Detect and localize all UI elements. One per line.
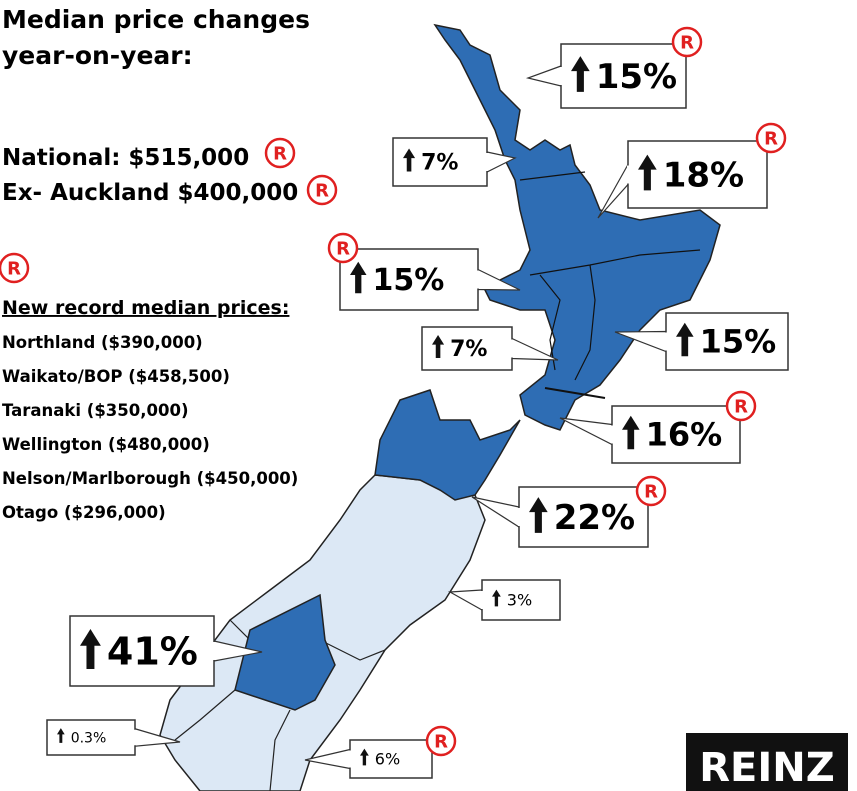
logo: REINZ: [699, 745, 835, 791]
leader: [525, 65, 562, 87]
record-badge: [755, 122, 787, 154]
price-change: 3%: [507, 591, 532, 610]
records-heading: New record median prices:: [2, 297, 289, 319]
record-mark: R: [644, 481, 658, 502]
leader: [559, 417, 613, 446]
up-arrow: [350, 261, 367, 294]
record-mark: R: [434, 731, 448, 752]
record-mark: R: [273, 143, 287, 164]
record-mark: R: [764, 128, 778, 149]
record-badge: [425, 725, 457, 757]
callout-box: [339, 248, 479, 311]
record-item: Northland ($390,000): [2, 333, 203, 352]
record-mark: R: [336, 238, 350, 259]
price-change: 15%: [373, 263, 445, 298]
record-item: Waikato/BOP ($458,500): [2, 367, 230, 386]
nelson-marlborough: [374, 389, 521, 501]
record-mark: R: [7, 258, 21, 279]
north-island: [433, 23, 721, 431]
leader: [447, 589, 483, 612]
logo-box: [686, 733, 848, 791]
record-badge: [635, 475, 667, 507]
region-border: [519, 171, 586, 181]
up-arrow: [360, 748, 369, 766]
price-change: 0.3%: [71, 730, 107, 746]
price-change: 16%: [646, 416, 723, 454]
otago-lakes: [234, 593, 336, 711]
record-mark: R: [315, 180, 329, 201]
title: year-on-year:: [2, 41, 193, 70]
up-arrow: [571, 56, 590, 92]
region-border: [544, 387, 606, 399]
record-badge: [306, 174, 338, 206]
up-arrow: [622, 415, 640, 450]
region-border: [574, 264, 596, 381]
record-badge: [725, 390, 757, 422]
national-median: National: $515,000: [2, 145, 249, 171]
callout-box: [627, 140, 768, 209]
region-border: [319, 639, 386, 661]
ex-auckland-median: Ex- Auckland $400,000: [2, 180, 298, 206]
record-badge: [327, 232, 359, 264]
up-arrow: [432, 334, 445, 359]
region-border: [529, 249, 701, 276]
up-arrow: [638, 154, 657, 191]
record-item: Otago ($296,000): [2, 503, 166, 522]
record-item: Taranaki ($350,000): [2, 401, 189, 420]
record-mark: R: [734, 396, 748, 417]
region-border: [539, 274, 561, 371]
leader: [597, 162, 629, 219]
up-arrow: [57, 728, 65, 743]
record-badge: [0, 252, 30, 284]
up-arrow: [529, 497, 548, 533]
record-item: Nelson/Marlborough ($450,000): [2, 469, 298, 488]
region-border: [269, 709, 291, 791]
price-change: 15%: [700, 323, 777, 361]
record-item: Wellington ($480,000): [2, 435, 210, 454]
record-badge: [264, 137, 296, 169]
price-change: 7%: [450, 337, 487, 362]
up-arrow: [676, 322, 694, 357]
price-change: 15%: [596, 57, 677, 97]
record-mark: R: [680, 32, 694, 53]
price-change: 41%: [107, 629, 198, 673]
up-arrow: [492, 589, 501, 607]
price-change: 6%: [375, 750, 400, 769]
record-badge: [671, 26, 703, 58]
title: Median price changes: [2, 5, 310, 34]
price-change: 22%: [554, 498, 635, 538]
price-change: 7%: [421, 151, 458, 176]
up-arrow: [80, 629, 101, 669]
price-change: 18%: [663, 155, 744, 195]
up-arrow: [403, 148, 416, 172]
